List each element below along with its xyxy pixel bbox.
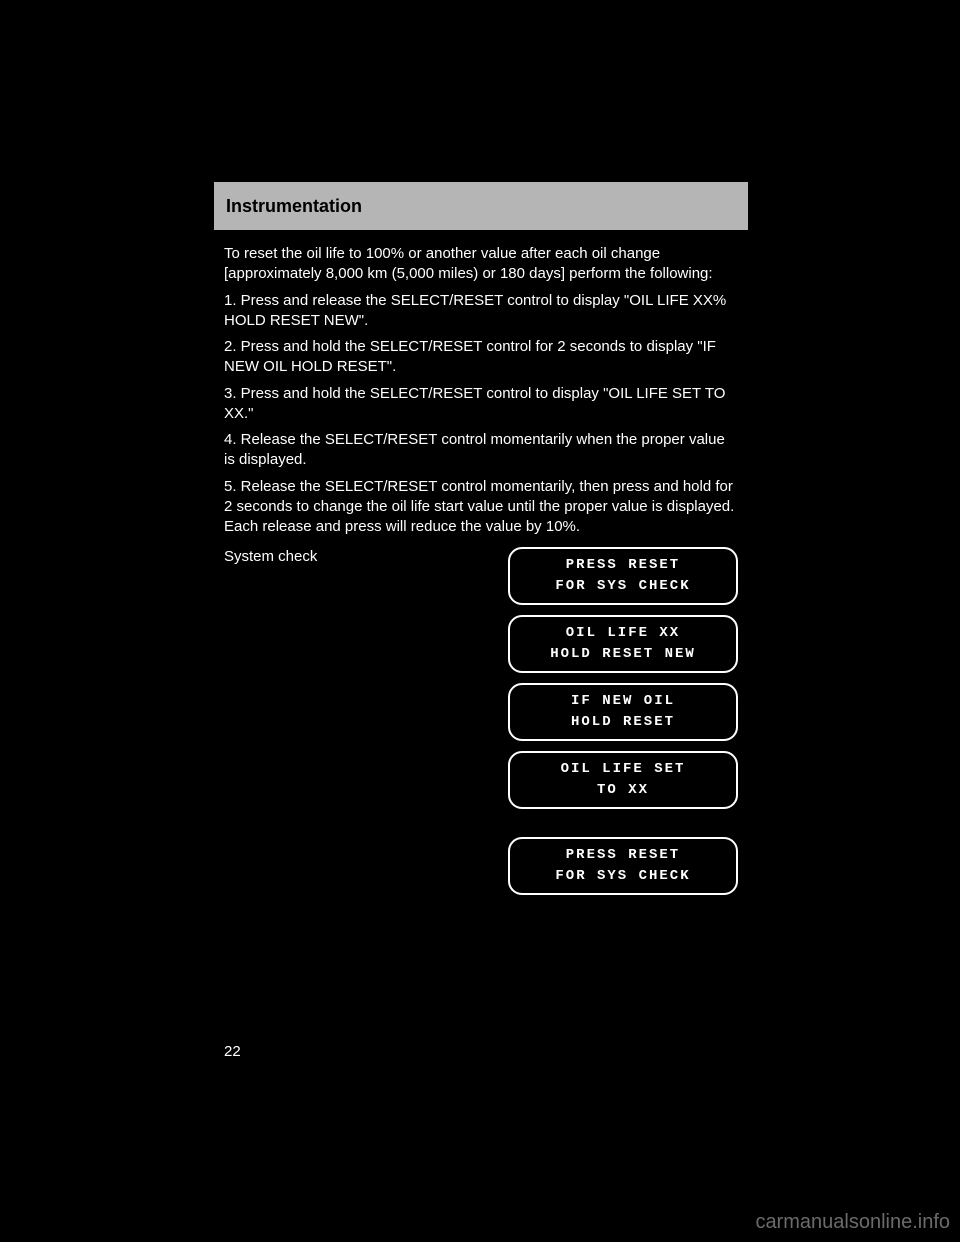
step-1: 1. Press and release the SELECT/RESET co… [224,291,738,332]
lcd-line: PRESS RESET [566,556,680,575]
lcd-row-4: OIL LIFE SET TO XX [224,751,738,809]
lcd-display-1: PRESS RESET FOR SYS CHECK [508,547,738,605]
step-5: 5. Release the SELECT/RESET control mome… [224,477,738,538]
lcd-display-5: PRESS RESET FOR SYS CHECK [508,837,738,895]
lcd-line: OIL LIFE SET [561,760,686,779]
intro-text: To reset the oil life to 100% or another… [224,244,738,285]
lcd-display-2: OIL LIFE XX HOLD RESET NEW [508,615,738,673]
section-title: Instrumentation [226,196,362,217]
lcd-line: FOR SYS CHECK [555,577,690,596]
page-number: 22 [214,1043,241,1060]
lcd-line: HOLD RESET [571,713,675,732]
lcd-display-3: IF NEW OIL HOLD RESET [508,683,738,741]
manual-page: Instrumentation To reset the oil life to… [214,182,748,1060]
lcd-line: HOLD RESET NEW [550,645,696,664]
lcd-line: IF NEW OIL [571,692,675,711]
watermark: carmanualsonline.info [755,1211,950,1234]
lcd-line: TO XX [597,781,649,800]
step-3: 3. Press and hold the SELECT/RESET contr… [224,384,738,425]
lcd-line: FOR SYS CHECK [555,867,690,886]
syscheck-row: System check PRESS RESET FOR SYS CHECK [224,547,738,605]
lcd-line: OIL LIFE XX [566,624,680,643]
step-4: 4. Release the SELECT/RESET control mome… [224,430,738,471]
lcd-line: PRESS RESET [566,846,680,865]
lcd-row-2: OIL LIFE XX HOLD RESET NEW [224,615,738,673]
lcd-row-3: IF NEW OIL HOLD RESET [224,683,738,741]
body-content: To reset the oil life to 100% or another… [214,230,748,895]
lcd-row-5: PRESS RESET FOR SYS CHECK [224,837,738,895]
section-header: Instrumentation [214,182,748,230]
lcd-display-4: OIL LIFE SET TO XX [508,751,738,809]
syscheck-label: System check [224,547,496,567]
step-2: 2. Press and hold the SELECT/RESET contr… [224,337,738,378]
